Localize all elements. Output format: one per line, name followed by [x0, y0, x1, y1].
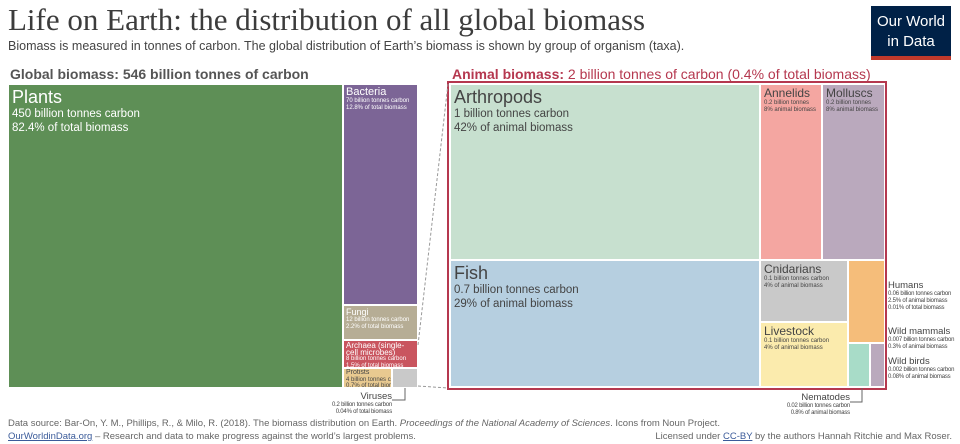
connector-bottom — [417, 385, 449, 389]
cell-value: 12 billion tonnes carbon — [346, 317, 410, 323]
cell-name: Fish — [454, 263, 489, 283]
site-note: OurWorldinData.org – Research and data t… — [8, 431, 416, 442]
cell-share: 2.2% of total biomass — [346, 324, 404, 330]
treemap-cell-plants: Plants 450 billion tonnes carbon 82.4% of … — [8, 84, 343, 388]
cell-share: 0.7% of total biomass — [346, 382, 391, 388]
owid-logo[interactable]: Our World in Data — [871, 6, 951, 60]
source-note: Data source: Bar-On, Y. M., Phillips, R.… — [8, 418, 720, 429]
nematodes-pointer — [850, 388, 863, 403]
chart-subtitle: Biomass is measured in tonnes of carbon.… — [8, 39, 685, 53]
cell-name: Annelids — [764, 86, 811, 100]
cell-value: 0.2 billion tonnes — [826, 100, 872, 106]
cell-value: 70 billion tonnes carbon — [346, 98, 410, 104]
cell-share: 8% animal biomass — [764, 107, 817, 113]
cell-share: 4% of animal biomass — [764, 283, 823, 289]
cell-value: 8 billion tonnes carbon — [346, 356, 407, 362]
animal-frame — [447, 81, 887, 390]
cell-share: 29% of animal biomass — [454, 298, 573, 310]
treemap-cell-nematodes — [848, 343, 870, 387]
cell-name: Protists — [346, 369, 370, 376]
cell-share: 4% of animal biomass — [764, 345, 823, 351]
license-link[interactable]: CC-BY — [722, 431, 753, 442]
wild-mammals-label: Wild mammals 0.007 billion tonnes carbon 0… — [888, 326, 955, 350]
treemap-cell-archaea: Archaea (single-cell microbes) 8 billion … — [343, 340, 418, 368]
cell-share: 8% animal biomass — [826, 107, 879, 113]
nematodes-label: Nematodes 0.02 billion tonnes carbon 0.8% … — [786, 392, 850, 416]
cell-value: 450 billion tonnes carbon — [12, 108, 140, 120]
cell-value: 0.2 billion tonnes — [764, 100, 810, 106]
treemap-cell-molluscs: Molluscs 0.2 billion tonnes 8% animal biom… — [822, 84, 885, 260]
license-note: Licensed under CC-BY by the authors Hann… — [655, 431, 952, 442]
cell-name: Molluscs — [826, 86, 873, 100]
treemap-cell-livestock: Livestock 0.1 billion tonnes carbon 4% of … — [760, 322, 848, 387]
cell-share: 12.8% of total biomass — [346, 105, 407, 111]
humans-label: Humans 0.06 billion tonnes carbon 2.5% of … — [888, 280, 952, 311]
cell-share: 1.5% of total biomass — [346, 362, 404, 368]
chart-title: Life on Earth: the distribution of all g… — [8, 2, 646, 37]
treemap-cell-fungi: Fungi 12 billion tonnes carbon 2.2% of tot… — [343, 305, 418, 340]
wild-birds-label: Wild birds 0.002 billion tonnes carbon 0.0… — [888, 356, 955, 380]
cell-value: 0.1 billion tonnes carbon — [764, 338, 830, 344]
cell-name: Fungi — [346, 307, 369, 317]
cell-value: 0.7 billion tonnes carbon — [454, 284, 579, 296]
cell-name: Arthropods — [454, 87, 543, 107]
cell-name: Bacteria — [346, 86, 387, 98]
viruses-pointer — [392, 388, 406, 401]
viruses-label: Viruses 0.2 billion tonnes carbon 0.04% of… — [331, 391, 392, 415]
cell-value: 0.1 billion tonnes carbon — [764, 276, 830, 282]
global-heading: Global biomass: 546 billion tonnes of ca… — [10, 66, 309, 82]
cell-name: Cnidarians — [764, 262, 822, 276]
animal-heading: Animal biomass: 2 billion tonnes of carb… — [452, 66, 871, 82]
treemap-cell-cnidarians — [392, 368, 418, 388]
treemap-cell-arthropods: Arthropods 1 billion tonnes carbon 42% of … — [450, 84, 760, 260]
treemap-cell-humans — [848, 260, 885, 343]
treemap-cell-molluscs — [870, 343, 885, 387]
connector-top — [417, 83, 449, 346]
cell-value: 1 billion tonnes carbon — [454, 108, 570, 120]
cell-name: Plants — [12, 87, 63, 107]
treemap-cell-fish: Fish 0.7 billion tonnes carbon 29% of anim… — [450, 260, 760, 387]
treemap-cell-cnidarians: Cnidarians 0.1 billion tonnes carbon 4% of… — [760, 260, 848, 322]
cell-value: 4 billion tonnes carbon — [346, 376, 391, 383]
treemap-cell-bacteria: Bacteria 70 billion tonnes carbon 12.8% of… — [343, 84, 418, 305]
cell-share: 42% of animal biomass — [454, 122, 573, 134]
cell-name: Livestock — [764, 324, 815, 338]
treemap-cell-annelids: Annelids 0.2 billion tonnes 8% animal biom… — [760, 84, 822, 260]
cell-share: 82.4% of total biomass — [12, 122, 129, 134]
cell-name: Archaea (single-cell microbes) — [346, 341, 405, 357]
owid-link[interactable]: OurWorldinData.org — [8, 431, 93, 442]
